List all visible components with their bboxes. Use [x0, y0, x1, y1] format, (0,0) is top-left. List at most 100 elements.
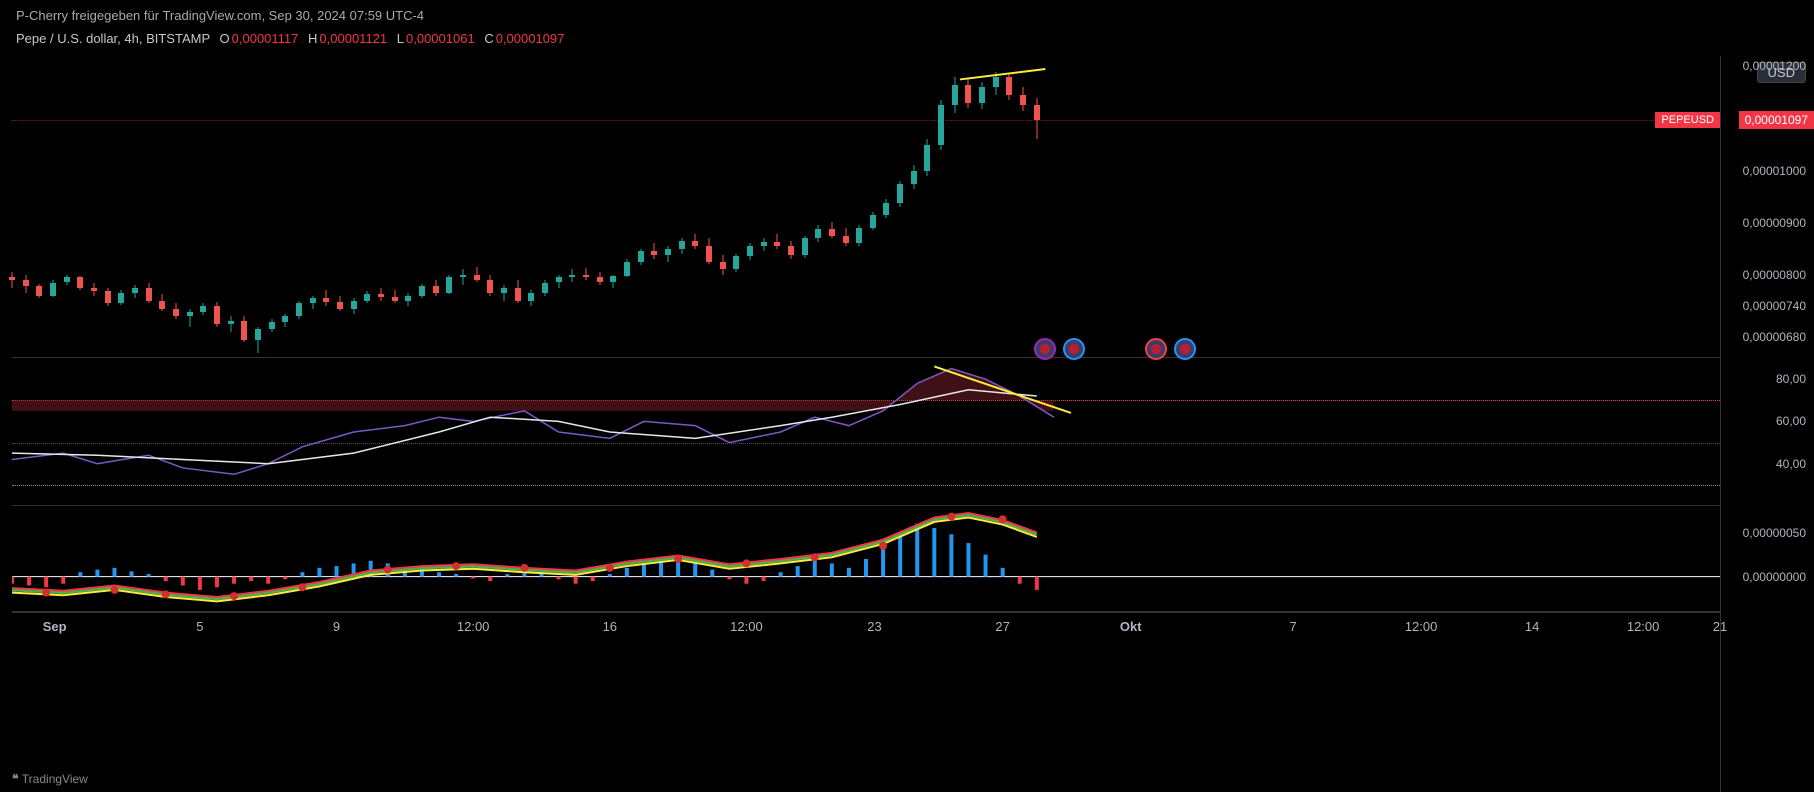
candle	[364, 56, 370, 358]
candle	[269, 56, 275, 358]
yaxis-tick: 0,00000000	[1743, 570, 1806, 584]
event-marker-icon[interactable]	[1174, 338, 1196, 360]
candle	[515, 56, 521, 358]
xaxis-tick: 27	[995, 619, 1009, 634]
xaxis-tick: 7	[1289, 619, 1296, 634]
candle	[159, 56, 165, 358]
candle	[1020, 56, 1026, 358]
ohlc-h-value: 0,00001121	[319, 31, 387, 46]
yaxis-tick: 80,00	[1776, 372, 1806, 386]
xaxis-tick: 23	[867, 619, 881, 634]
xaxis-tick: 9	[333, 619, 340, 634]
candle	[692, 56, 698, 358]
candle	[214, 56, 220, 358]
candle	[255, 56, 261, 358]
candle	[474, 56, 480, 358]
candle	[77, 56, 83, 358]
candle	[146, 56, 152, 358]
candle	[460, 56, 466, 358]
xaxis-tick: 12:00	[730, 619, 763, 634]
candle	[856, 56, 862, 358]
xaxis-tick: 16	[603, 619, 617, 634]
candle	[528, 56, 534, 358]
candle	[938, 56, 944, 358]
candle	[993, 56, 999, 358]
xaxis-tick: 12:00	[1627, 619, 1660, 634]
candle	[679, 56, 685, 358]
candle	[132, 56, 138, 358]
candle	[118, 56, 124, 358]
candle	[597, 56, 603, 358]
candle	[556, 56, 562, 358]
candle	[788, 56, 794, 358]
candle	[405, 56, 411, 358]
yaxis-tick: 40,00	[1776, 457, 1806, 471]
candle	[296, 56, 302, 358]
candle	[501, 56, 507, 358]
header-attribution: P-Cherry freigegeben für TradingView.com…	[0, 0, 1814, 27]
candle	[36, 56, 42, 358]
candle	[979, 56, 985, 358]
candle	[378, 56, 384, 358]
event-marker-icon[interactable]	[1063, 338, 1085, 360]
candle	[870, 56, 876, 358]
rsi-panel[interactable]	[12, 358, 1720, 506]
candle	[446, 56, 452, 358]
time-axis: Sep5912:001612:002327Okt712:001412:0021	[12, 612, 1720, 642]
yaxis-tick: 0,00000050	[1743, 526, 1806, 540]
candle	[651, 56, 657, 358]
candle	[829, 56, 835, 358]
event-marker-icon[interactable]	[1145, 338, 1167, 360]
event-marker-icon[interactable]	[1034, 338, 1056, 360]
candle	[50, 56, 56, 358]
candle	[747, 56, 753, 358]
candle	[23, 56, 29, 358]
candle	[433, 56, 439, 358]
candle	[843, 56, 849, 358]
price-chart-panel[interactable]	[12, 56, 1720, 358]
candle	[665, 56, 671, 358]
candle	[91, 56, 97, 358]
yaxis-tick: 0,00001200	[1743, 59, 1806, 73]
candle	[706, 56, 712, 358]
candle	[952, 56, 958, 358]
candle	[105, 56, 111, 358]
candle	[419, 56, 425, 358]
ohlc-c-label: C	[484, 31, 493, 46]
candle	[9, 56, 15, 358]
ohlc-o-value: 0,00001117	[232, 31, 299, 46]
candle	[924, 56, 930, 358]
candle	[720, 56, 726, 358]
yaxis-tick: 0,00000900	[1743, 216, 1806, 230]
ohlc-l-value: 0,00001061	[406, 31, 475, 46]
candle	[883, 56, 889, 358]
xaxis-tick: Okt	[1120, 619, 1142, 634]
candle	[487, 56, 493, 358]
yaxis-tick: 60,00	[1776, 414, 1806, 428]
candle	[610, 56, 616, 358]
price-tag: 0,00001097	[1739, 111, 1814, 129]
ohlc-o-label: O	[220, 31, 230, 46]
symbol-pair: Pepe / U.S. dollar, 4h, BITSTAMP	[16, 31, 210, 46]
candle	[200, 56, 206, 358]
candle	[911, 56, 917, 358]
xaxis-tick: 12:00	[1405, 619, 1438, 634]
candle	[282, 56, 288, 358]
ohlc-l-label: L	[397, 31, 404, 46]
candle	[228, 56, 234, 358]
xaxis-tick: 12:00	[457, 619, 490, 634]
candle	[965, 56, 971, 358]
candle	[241, 56, 247, 358]
candle	[897, 56, 903, 358]
tradingview-logo: ❝ TradingView	[12, 772, 88, 786]
ohlc-c-value: 0,00001097	[496, 31, 565, 46]
candle	[569, 56, 575, 358]
candle	[733, 56, 739, 358]
candle	[64, 56, 70, 358]
yaxis-tick: 0,00001000	[1743, 164, 1806, 178]
macd-panel[interactable]	[12, 506, 1720, 612]
candle	[624, 56, 630, 358]
candle	[774, 56, 780, 358]
yaxis-tick: 0,00000740	[1743, 299, 1806, 313]
candle	[187, 56, 193, 358]
